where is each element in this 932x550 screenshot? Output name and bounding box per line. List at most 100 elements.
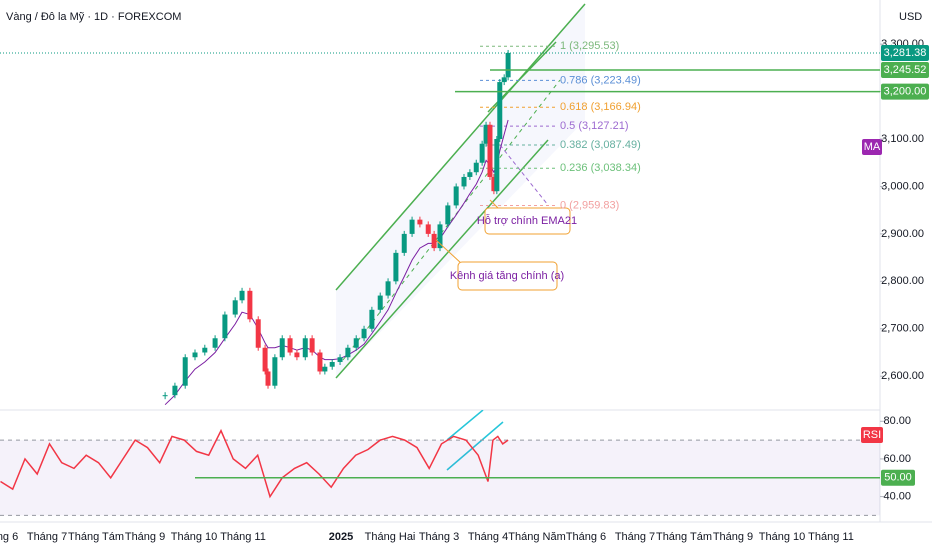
x-tick-label: Tháng Tám <box>656 531 712 543</box>
candle <box>431 233 437 249</box>
candle <box>162 395 168 397</box>
rsi-line <box>0 428 509 499</box>
candle <box>377 295 383 310</box>
candle <box>453 186 459 206</box>
x-tick-label: Tháng 10 <box>171 531 217 543</box>
fib-label: 1 (3,295.53) <box>560 40 619 52</box>
callout-text: Kênh giá tăng chính (a) <box>450 270 564 282</box>
y-tick-label: 40.00 <box>883 490 911 502</box>
ma-badge-text: MA <box>864 141 881 153</box>
candle <box>369 309 375 329</box>
x-tick-label: Tháng 7 <box>27 531 67 543</box>
callout-text: Hỗ trợ chính EMA21 <box>477 214 577 227</box>
candle <box>232 300 238 315</box>
candle <box>501 77 507 83</box>
y-tick-label: 3,100.00 <box>881 133 924 145</box>
rsi-badge-text: RSI <box>863 429 881 441</box>
x-tick-label: Tháng 6 <box>566 531 606 543</box>
candle <box>385 281 391 296</box>
candle <box>279 338 285 358</box>
fib-label: 0.786 (3,223.49) <box>560 74 641 86</box>
x-tick-label: Tháng Năm <box>508 531 565 543</box>
rsi-level-box <box>881 469 915 486</box>
chart-title: Vàng / Đô la Mỹ · 1D · FOREXCOM <box>6 11 181 23</box>
y-tick-label: 2,600.00 <box>881 370 924 382</box>
price-label-box <box>881 83 929 100</box>
candle <box>265 371 271 386</box>
y-tick-label: 2,800.00 <box>881 275 924 287</box>
price-label-box <box>881 44 929 61</box>
candle <box>172 385 178 396</box>
candle <box>255 319 261 348</box>
x-tick-label: Tháng 7 <box>615 531 655 543</box>
candle <box>272 357 278 386</box>
candle <box>437 224 443 249</box>
rsi-level-label: 50.00 <box>884 472 912 484</box>
candle <box>494 139 500 192</box>
y-tick-label: 3,000.00 <box>881 180 924 192</box>
callout-box <box>457 261 558 291</box>
candle <box>483 124 489 144</box>
candle <box>294 352 300 358</box>
x-tick-label: Tháng Tám <box>68 531 124 543</box>
candle <box>309 338 315 353</box>
candle <box>239 290 245 301</box>
fib-label: 0.236 (3,038.34) <box>560 162 641 174</box>
candle <box>337 357 343 362</box>
price-pane <box>162 3 586 406</box>
candle <box>425 224 431 234</box>
y-tick-label: 2,900.00 <box>881 228 924 240</box>
x-tick-label: Tháng 9 <box>713 531 753 543</box>
rsi-channel <box>446 421 504 471</box>
channel-lower <box>335 139 549 379</box>
x-tick-label: Tháng 11 <box>220 531 266 543</box>
fib-label: 0.382 (3,087.49) <box>560 139 641 151</box>
y-tick-label: 60.00 <box>883 453 911 465</box>
candle <box>473 162 479 173</box>
candle <box>487 124 493 177</box>
candle <box>353 338 359 348</box>
channel-mid <box>342 79 561 361</box>
candle <box>247 290 253 320</box>
x-tick-label: Tháng 6 <box>0 531 18 543</box>
price-label: 3,281.38 <box>884 47 927 59</box>
projection <box>499 144 549 206</box>
candle <box>467 172 473 177</box>
y-tick-label: 2,700.00 <box>881 323 924 335</box>
fib-label: 0.5 (3,127.21) <box>560 120 629 132</box>
candle <box>222 314 228 339</box>
candle <box>317 352 323 372</box>
channel-fill <box>336 4 585 378</box>
currency: USD <box>899 11 922 23</box>
x-tick-label: Tháng 4 <box>468 531 508 543</box>
x-tick-label: Tháng 3 <box>419 531 459 543</box>
candle <box>329 361 335 367</box>
candle <box>361 328 367 339</box>
candle <box>409 219 415 234</box>
candle <box>287 338 293 353</box>
ma-badge <box>862 139 882 155</box>
rsi-badge <box>861 427 883 443</box>
fib-label: 0.618 (3,166.94) <box>560 101 641 113</box>
price-label: 3,200.00 <box>884 85 927 97</box>
price-label-box <box>881 61 929 78</box>
candle <box>505 52 511 78</box>
candle <box>491 176 497 192</box>
x-tick-label: 2025 <box>329 531 353 543</box>
channel-upper <box>335 3 586 291</box>
rsi-channel <box>446 410 484 441</box>
price-label: 3,245.52 <box>884 64 927 76</box>
y-tick-label: 80.00 <box>883 415 911 427</box>
candle <box>393 252 399 282</box>
candle <box>302 338 308 358</box>
candle <box>445 205 451 225</box>
candle <box>497 82 503 140</box>
fib-label: 0 (2,959.83) <box>560 199 619 211</box>
candle <box>401 233 407 253</box>
callout-box <box>484 207 571 235</box>
x-tick-label: Tháng 9 <box>125 531 165 543</box>
candle <box>262 347 268 372</box>
x-tick-label: Tháng 10 <box>759 531 805 543</box>
callout-line <box>435 239 463 265</box>
